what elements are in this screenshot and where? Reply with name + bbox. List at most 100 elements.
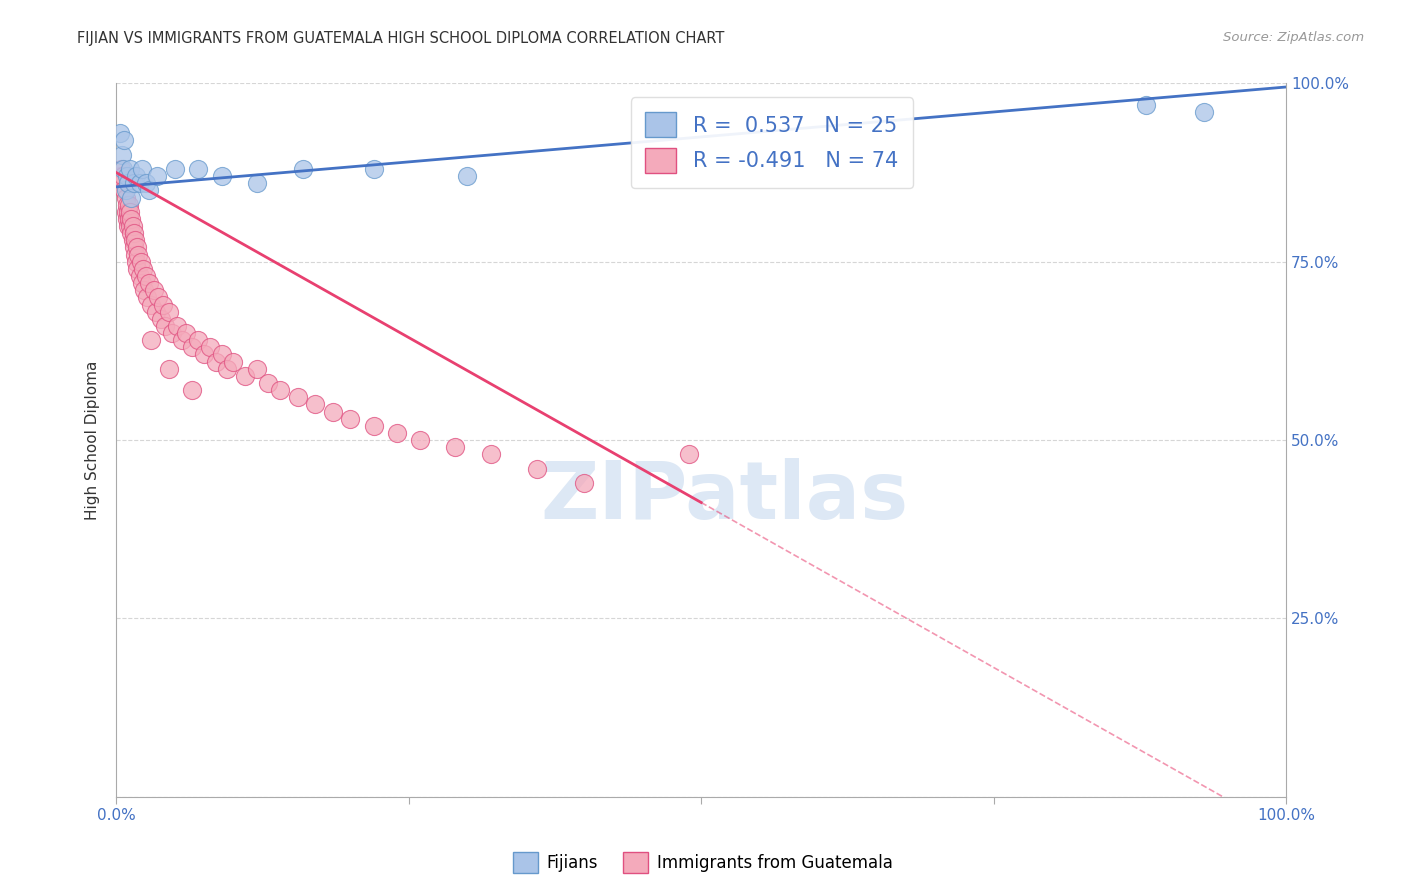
Point: [110, 161, 132, 176]
Point: [111, 176, 134, 190]
Point: [117, 176, 139, 190]
Point: [131, 161, 153, 176]
Point: [127, 261, 149, 276]
Point: [222, 354, 245, 368]
Point: [385, 425, 408, 440]
Point: [1192, 105, 1215, 120]
Point: [115, 211, 138, 226]
Point: [456, 169, 478, 183]
Point: [111, 148, 134, 162]
Point: [117, 204, 139, 219]
Point: [363, 418, 385, 433]
Point: [125, 254, 148, 268]
Point: [181, 383, 204, 397]
Point: [444, 440, 467, 454]
Point: [148, 290, 170, 304]
Point: [114, 204, 136, 219]
Point: [118, 211, 141, 226]
Point: [114, 190, 136, 204]
Point: [114, 183, 136, 197]
Point: [121, 226, 143, 240]
Point: [193, 347, 215, 361]
Point: [304, 397, 326, 411]
Point: [128, 268, 150, 283]
Point: [233, 368, 256, 383]
Point: [166, 318, 188, 333]
Point: [120, 219, 142, 233]
Point: [157, 361, 180, 376]
Point: [128, 176, 150, 190]
Point: [121, 211, 143, 226]
Point: [122, 176, 145, 190]
Point: [108, 169, 131, 183]
Text: FIJIAN VS IMMIGRANTS FROM GUATEMALA HIGH SCHOOL DIPLOMA CORRELATION CHART: FIJIAN VS IMMIGRANTS FROM GUATEMALA HIGH…: [77, 31, 724, 46]
Point: [115, 169, 138, 183]
Point: [120, 204, 142, 219]
Point: [141, 333, 163, 347]
Point: [155, 318, 177, 333]
Point: [187, 161, 209, 176]
Point: [363, 161, 385, 176]
Point: [409, 433, 432, 447]
Point: [162, 326, 184, 340]
Point: [287, 390, 309, 404]
Point: [122, 226, 145, 240]
Point: [124, 247, 146, 261]
Text: ZIPatlas: ZIPatlas: [540, 458, 908, 536]
Point: [246, 361, 269, 376]
Point: [138, 276, 160, 290]
Point: [572, 475, 595, 490]
Point: [127, 240, 149, 254]
Point: [678, 447, 700, 461]
Point: [211, 347, 233, 361]
Point: [146, 169, 169, 183]
Text: Source: ZipAtlas.com: Source: ZipAtlas.com: [1223, 31, 1364, 45]
Point: [176, 326, 198, 340]
Point: [108, 127, 131, 141]
Point: [135, 290, 157, 304]
Point: [117, 219, 139, 233]
Point: [198, 340, 221, 354]
Point: [131, 276, 153, 290]
Point: [339, 411, 361, 425]
Point: [257, 376, 280, 390]
Point: [121, 219, 143, 233]
Point: [141, 297, 163, 311]
Point: [152, 297, 174, 311]
Point: [292, 161, 315, 176]
Point: [132, 261, 155, 276]
Point: [134, 268, 156, 283]
Point: [121, 190, 143, 204]
Point: [125, 169, 148, 183]
Point: [149, 311, 172, 326]
Point: [115, 197, 138, 211]
Point: [170, 333, 193, 347]
Point: [120, 161, 142, 176]
Point: [112, 161, 135, 176]
Point: [479, 447, 502, 461]
Point: [114, 134, 136, 148]
Point: [204, 354, 226, 368]
Point: [246, 176, 269, 190]
Point: [124, 233, 146, 247]
Point: [128, 247, 150, 261]
Point: [145, 304, 167, 318]
Point: [1135, 98, 1157, 112]
Point: [118, 197, 141, 211]
Point: [269, 383, 291, 397]
Point: [211, 169, 233, 183]
Point: [526, 461, 548, 475]
Point: [122, 240, 145, 254]
Legend: Fijians, Immigrants from Guatemala: Fijians, Immigrants from Guatemala: [506, 846, 900, 880]
Legend: R =  0.537   N = 25, R = -0.491   N = 74: R = 0.537 N = 25, R = -0.491 N = 74: [631, 97, 912, 188]
Point: [322, 404, 344, 418]
Point: [134, 176, 156, 190]
Point: [114, 183, 136, 197]
Point: [138, 183, 160, 197]
Point: [181, 340, 204, 354]
Point: [134, 283, 156, 297]
Point: [142, 283, 165, 297]
Point: [121, 233, 143, 247]
Point: [187, 333, 209, 347]
Point: [163, 161, 186, 176]
